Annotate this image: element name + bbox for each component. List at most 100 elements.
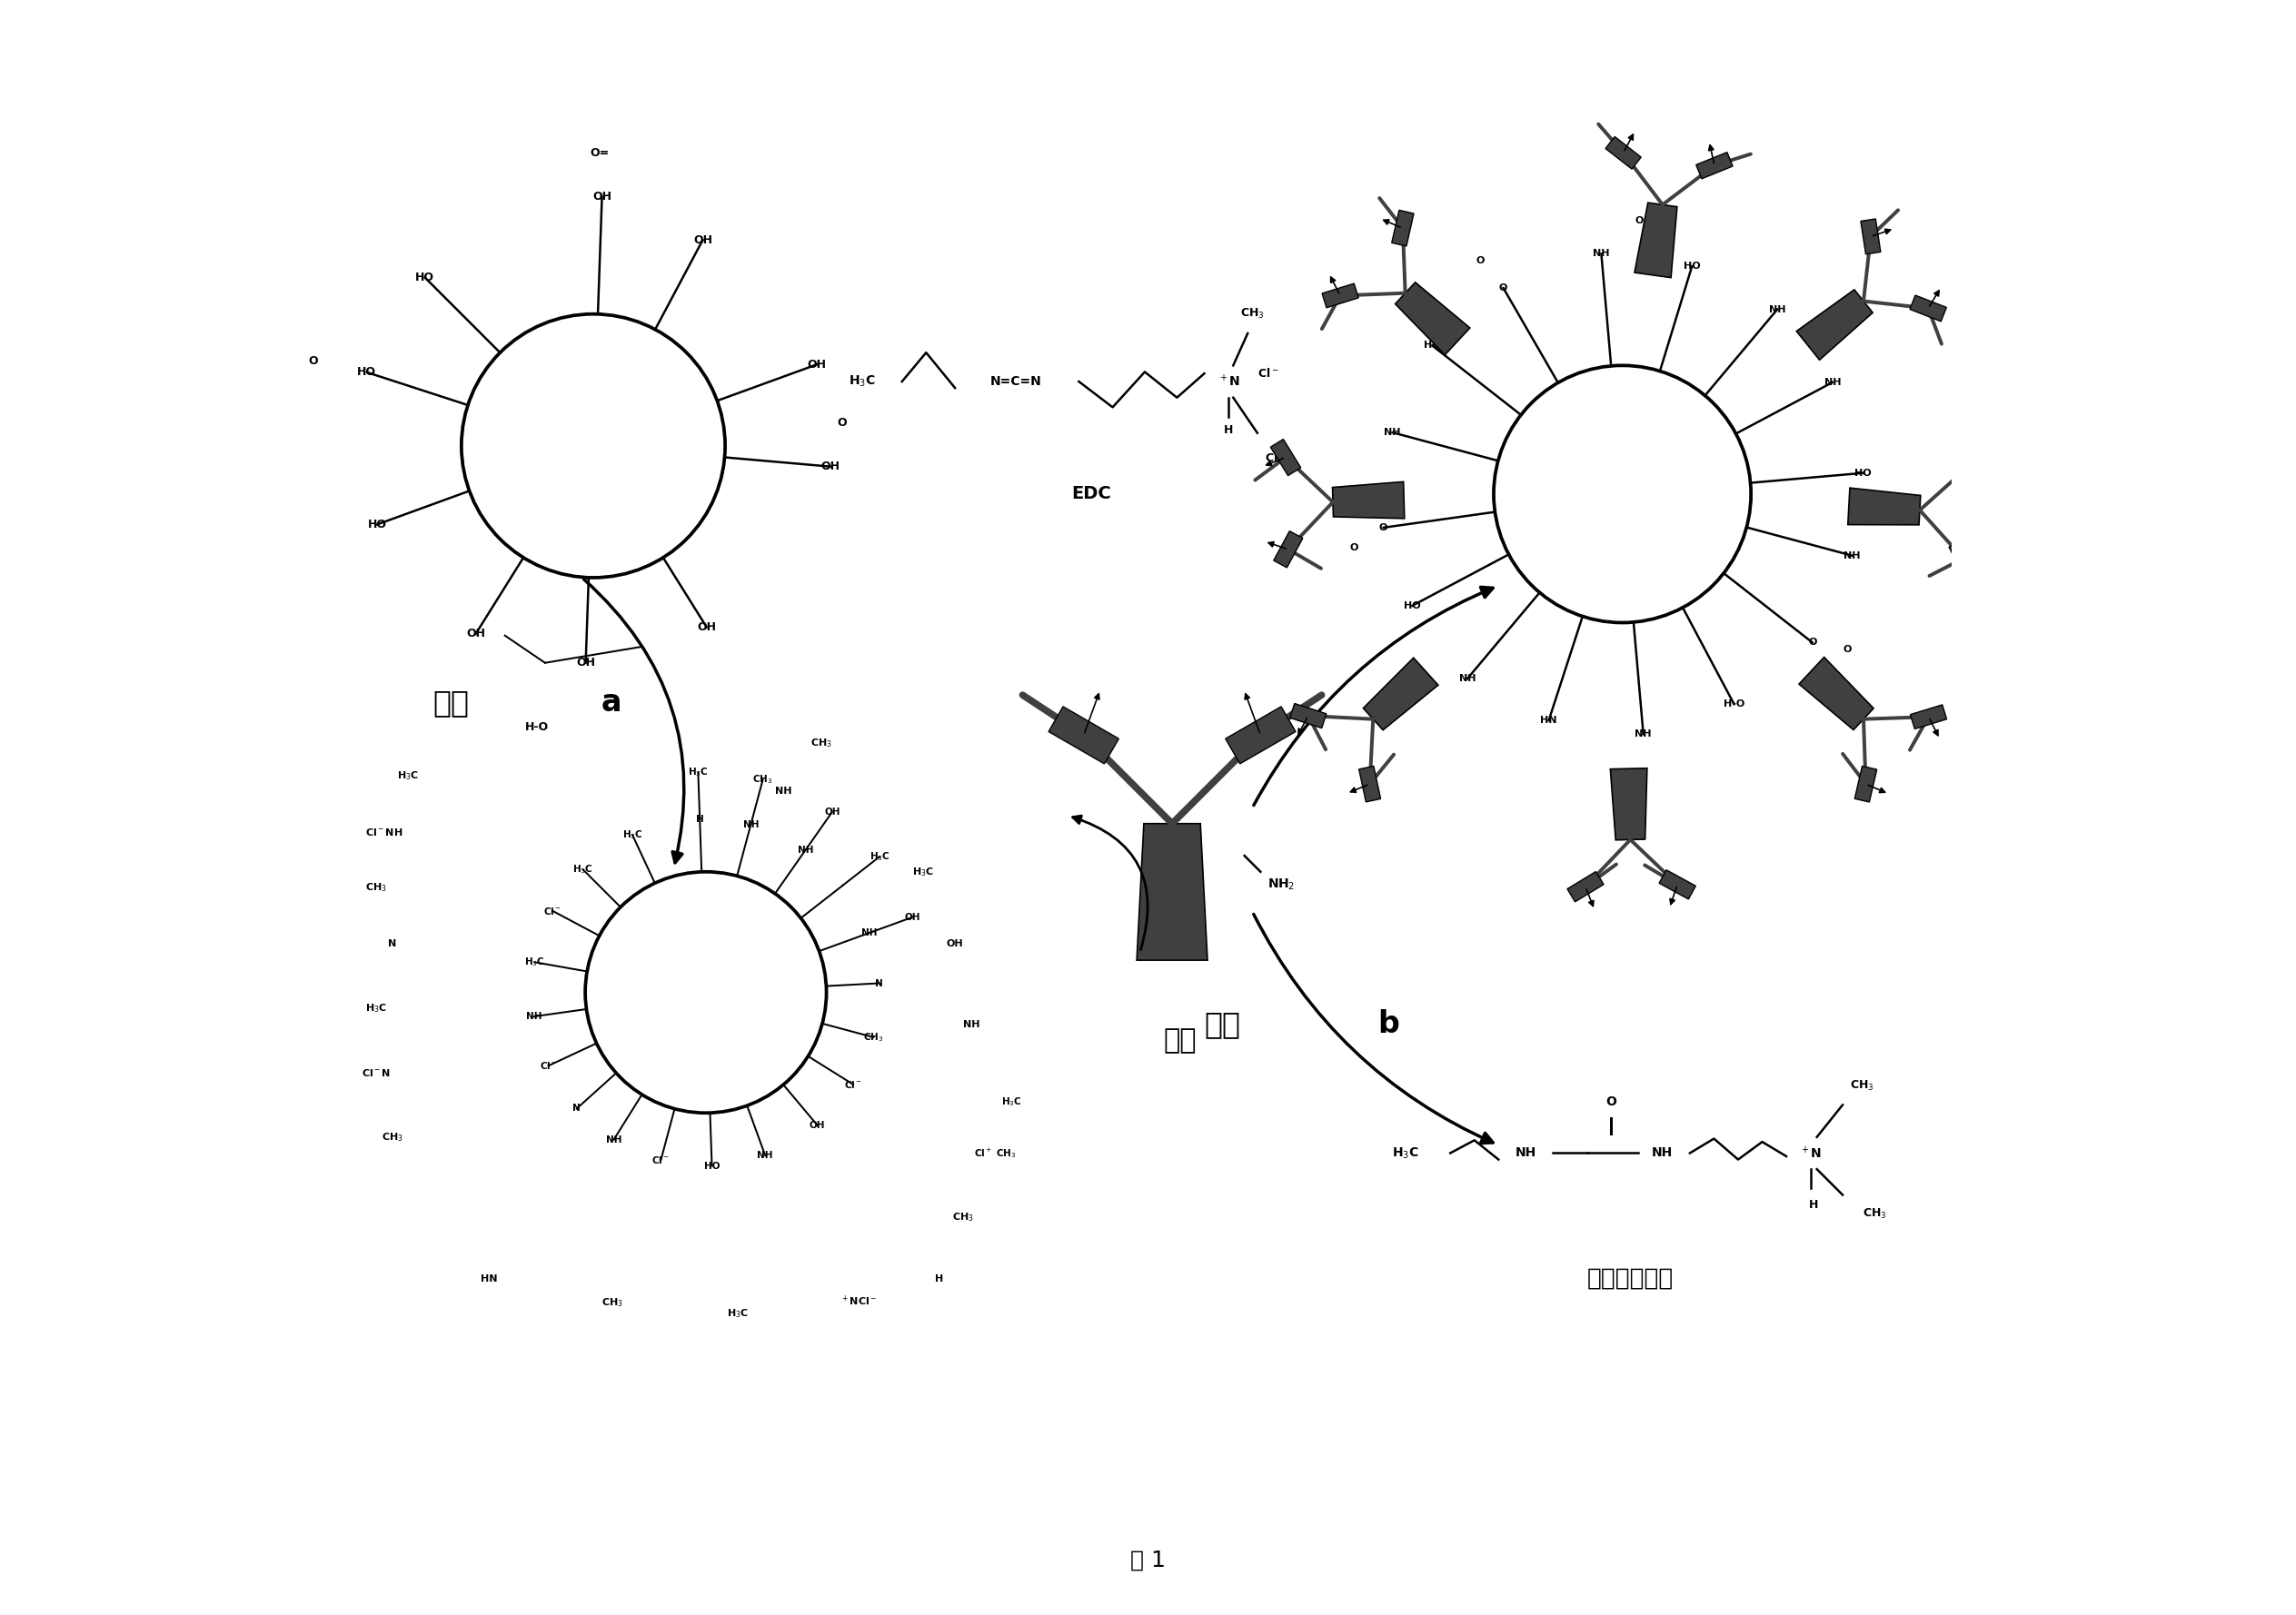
Text: Cl$^-$: Cl$^-$ bbox=[652, 1155, 670, 1166]
Text: HO: HO bbox=[358, 367, 377, 378]
Text: H: H bbox=[934, 1274, 944, 1282]
Text: H$_3$C: H$_3$C bbox=[689, 766, 709, 778]
Bar bbox=[1954, 449, 1984, 484]
Text: O: O bbox=[308, 355, 317, 367]
Text: OH: OH bbox=[824, 808, 840, 817]
Text: OH: OH bbox=[576, 657, 595, 669]
Polygon shape bbox=[1137, 824, 1208, 961]
Text: NH: NH bbox=[861, 929, 877, 938]
Text: EDC: EDC bbox=[1072, 486, 1111, 502]
Text: H$_3$C: H$_3$C bbox=[870, 851, 891, 862]
Text: O: O bbox=[1476, 255, 1483, 265]
Text: O: O bbox=[836, 417, 847, 428]
Text: Cl$^-$: Cl$^-$ bbox=[540, 1061, 558, 1071]
Text: 图 1: 图 1 bbox=[1130, 1549, 1166, 1571]
Text: H$_3$C: H$_3$C bbox=[523, 956, 544, 969]
Text: O: O bbox=[1605, 1095, 1616, 1108]
Text: OH: OH bbox=[698, 622, 716, 633]
Text: H$_3$C: H$_3$C bbox=[397, 769, 420, 782]
Text: CH$_3$: CH$_3$ bbox=[953, 1211, 974, 1224]
Text: O=: O= bbox=[590, 147, 608, 160]
Text: O: O bbox=[1499, 284, 1508, 292]
Text: H-O: H-O bbox=[1724, 699, 1745, 709]
Text: NH: NH bbox=[1823, 378, 1841, 388]
Text: 步骤: 步骤 bbox=[1205, 1009, 1240, 1040]
Text: NH: NH bbox=[962, 1021, 980, 1029]
Text: CH$_3$: CH$_3$ bbox=[1265, 452, 1288, 465]
Text: NH: NH bbox=[1844, 551, 1860, 560]
Bar bbox=[1949, 539, 1977, 577]
Bar bbox=[1605, 137, 1642, 170]
Text: CH$_3$: CH$_3$ bbox=[1862, 1208, 1887, 1221]
Text: H$_3$C: H$_3$C bbox=[1001, 1095, 1022, 1108]
Text: Cl$^-$N: Cl$^-$N bbox=[360, 1068, 390, 1079]
Text: OH: OH bbox=[592, 191, 611, 203]
Text: NH: NH bbox=[606, 1135, 622, 1143]
Polygon shape bbox=[1635, 203, 1676, 278]
Bar bbox=[1568, 872, 1603, 901]
Text: H$_3$C: H$_3$C bbox=[365, 1003, 388, 1014]
Text: HO: HO bbox=[416, 271, 434, 284]
Text: H: H bbox=[1809, 1198, 1818, 1210]
Text: OH: OH bbox=[946, 940, 964, 948]
Polygon shape bbox=[1332, 481, 1405, 518]
Bar bbox=[1359, 766, 1380, 803]
Bar bbox=[1910, 704, 1947, 728]
Text: HO: HO bbox=[1855, 468, 1871, 478]
Text: NH: NH bbox=[774, 787, 792, 796]
Text: O: O bbox=[1844, 644, 1853, 654]
Text: H-O: H-O bbox=[526, 722, 549, 733]
Text: H$_3$C: H$_3$C bbox=[728, 1308, 748, 1319]
Polygon shape bbox=[1396, 283, 1469, 355]
Text: CH$_3$: CH$_3$ bbox=[1240, 307, 1265, 321]
Bar bbox=[1391, 210, 1414, 245]
Text: NH: NH bbox=[1515, 1147, 1536, 1160]
Text: $^+$N: $^+$N bbox=[1217, 373, 1240, 389]
Text: N: N bbox=[572, 1105, 581, 1113]
Text: 步骤: 步骤 bbox=[432, 688, 468, 719]
Text: HO: HO bbox=[1424, 341, 1440, 350]
Text: N: N bbox=[875, 979, 884, 988]
Bar bbox=[1910, 296, 1947, 321]
Text: CH$_3$: CH$_3$ bbox=[365, 882, 388, 895]
Text: OH: OH bbox=[693, 234, 712, 245]
Text: 抗体: 抗体 bbox=[1164, 1027, 1196, 1053]
Text: NH: NH bbox=[1458, 673, 1476, 683]
Bar bbox=[1860, 220, 1880, 254]
Text: HN: HN bbox=[480, 1274, 498, 1282]
Text: O: O bbox=[1380, 523, 1387, 533]
Polygon shape bbox=[1795, 289, 1874, 360]
Bar bbox=[1274, 531, 1302, 567]
Bar bbox=[1322, 284, 1359, 308]
Bar bbox=[1697, 152, 1733, 179]
Text: b: b bbox=[1378, 1009, 1401, 1040]
Text: HO: HO bbox=[367, 518, 386, 530]
Text: CH$_3$: CH$_3$ bbox=[753, 774, 774, 787]
Text: HO: HO bbox=[1683, 262, 1701, 271]
Bar bbox=[1226, 707, 1295, 764]
Text: H: H bbox=[696, 814, 705, 824]
Text: HN: HN bbox=[1541, 715, 1557, 725]
Text: CH$_3$: CH$_3$ bbox=[381, 1130, 404, 1143]
Polygon shape bbox=[1364, 657, 1437, 730]
Text: Cl$^-$: Cl$^-$ bbox=[544, 906, 563, 916]
Bar bbox=[1290, 704, 1327, 728]
Text: H$_3$C: H$_3$C bbox=[847, 375, 875, 389]
Text: $^+$NCl$^-$: $^+$NCl$^-$ bbox=[840, 1294, 877, 1308]
Polygon shape bbox=[1800, 657, 1874, 730]
Text: OH: OH bbox=[905, 912, 921, 922]
Text: O: O bbox=[1635, 216, 1644, 226]
Text: H$_3$C: H$_3$C bbox=[1391, 1145, 1419, 1161]
Text: N=C=N: N=C=N bbox=[990, 375, 1042, 388]
Text: O: O bbox=[1350, 544, 1359, 552]
Bar bbox=[1660, 870, 1697, 900]
Text: OH: OH bbox=[810, 1121, 824, 1130]
Text: a: a bbox=[602, 688, 622, 719]
Polygon shape bbox=[1848, 488, 1919, 525]
Text: CH$_3$: CH$_3$ bbox=[602, 1297, 625, 1308]
Text: HO: HO bbox=[705, 1161, 721, 1171]
Text: NH: NH bbox=[1768, 305, 1786, 313]
Text: Cl$^-$: Cl$^-$ bbox=[1258, 367, 1279, 380]
Text: NH$_2$: NH$_2$ bbox=[1267, 877, 1295, 891]
Text: 异脲一副产物: 异脲一副产物 bbox=[1587, 1266, 1674, 1290]
